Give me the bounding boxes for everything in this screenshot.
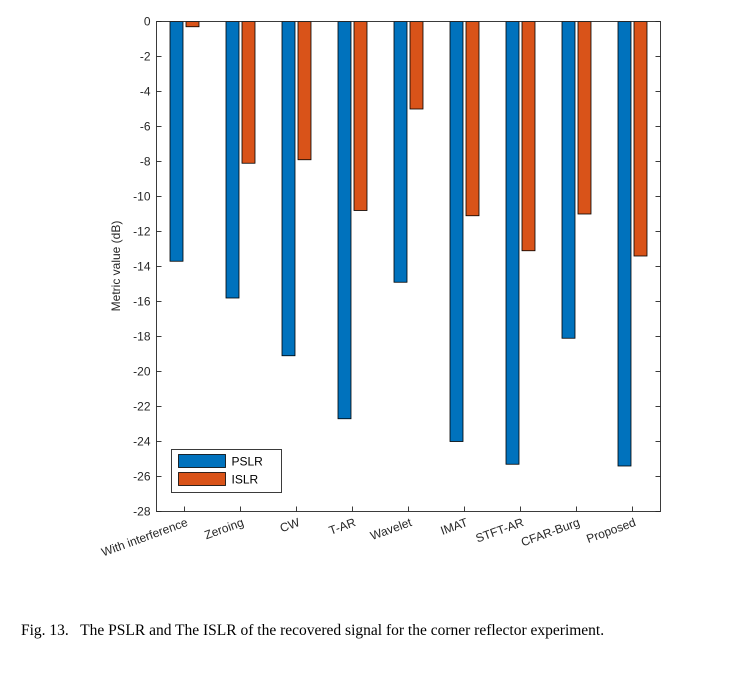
bar-pslr-cfar-burg	[561, 21, 576, 339]
bar-pslr-with-interference	[169, 21, 184, 262]
x-tick-label: Zeroing	[203, 515, 246, 542]
legend: PSLR ISLR	[171, 449, 282, 493]
y-tick-label: 0	[144, 15, 151, 29]
bar-pslr-imat	[449, 21, 464, 442]
bar-islr-with-interference	[185, 21, 200, 28]
bar-pslr-proposed	[617, 21, 632, 467]
bar-pslr-zeroing	[225, 21, 240, 299]
bar-islr-wavelet	[409, 21, 424, 110]
bar-pslr-stft-ar	[505, 21, 520, 465]
y-tick-label: -22	[133, 400, 151, 414]
x-tick-label: CW	[278, 515, 302, 535]
x-tick-label: CFAR-Burg	[519, 515, 581, 549]
legend-label-islr: ISLR	[232, 473, 259, 487]
bar-islr-cw	[297, 21, 312, 161]
y-tick-label: -28	[133, 505, 151, 519]
bar-islr-zeroing	[241, 21, 256, 164]
bar-islr-cfar-burg	[577, 21, 592, 215]
legend-label-pslr: PSLR	[232, 455, 264, 469]
y-tick-label: -14	[133, 260, 151, 274]
x-tick-label: IMAT	[439, 515, 471, 538]
y-tick-label: -18	[133, 330, 151, 344]
x-tick-label: Proposed	[584, 515, 637, 546]
y-tick-label: -16	[133, 295, 151, 309]
legend-swatch-islr	[178, 472, 226, 486]
y-axis-label: Metric value (dB)	[109, 221, 123, 312]
legend-swatch-pslr	[178, 454, 226, 468]
y-tick-label: -26	[133, 470, 151, 484]
y-tick-label: -2	[140, 50, 151, 64]
x-axis: With interference Zeroing CW T-AR Wavelet IMA…	[100, 506, 638, 559]
bar-islr-proposed	[633, 21, 648, 257]
bar-layer	[169, 21, 648, 467]
caption-text: The PSLR and The ISLR of the recovered s…	[80, 622, 605, 639]
figure-caption: Fig. 13. The PSLR and The ISLR of the re…	[21, 621, 733, 641]
y-tick-label: -10	[133, 190, 151, 204]
chart: 0-2-4-6-8-10-12-14-16-18-20-22-24-26-28 …	[100, 15, 661, 559]
y-tick-label: -6	[140, 120, 151, 134]
x-tick-label: Wavelet	[368, 515, 414, 543]
y-tick-label: -24	[133, 435, 151, 449]
caption-label: Fig. 13.	[21, 622, 69, 639]
x-tick-label: T-AR	[327, 515, 358, 538]
bar-islr-t-ar	[353, 21, 368, 211]
x-tick-label: STFT-AR	[474, 515, 526, 545]
y-tick-label: -20	[133, 365, 151, 379]
bar-islr-imat	[465, 21, 480, 217]
y-tick-label: -4	[140, 85, 151, 99]
bar-pslr-cw	[281, 21, 296, 357]
y-tick-label: -12	[133, 225, 151, 239]
x-tick-label: With interference	[100, 515, 190, 559]
bar-pslr-t-ar	[337, 21, 352, 420]
bar-pslr-wavelet	[393, 21, 408, 283]
y-axis: 0 -2 -4 -6 -8 -10 -12 -14 -16 -18 -20 -22 -24 -26 -28	[133, 15, 661, 519]
bar-islr-stft-ar	[521, 21, 536, 252]
y-tick-label: -8	[140, 155, 151, 169]
